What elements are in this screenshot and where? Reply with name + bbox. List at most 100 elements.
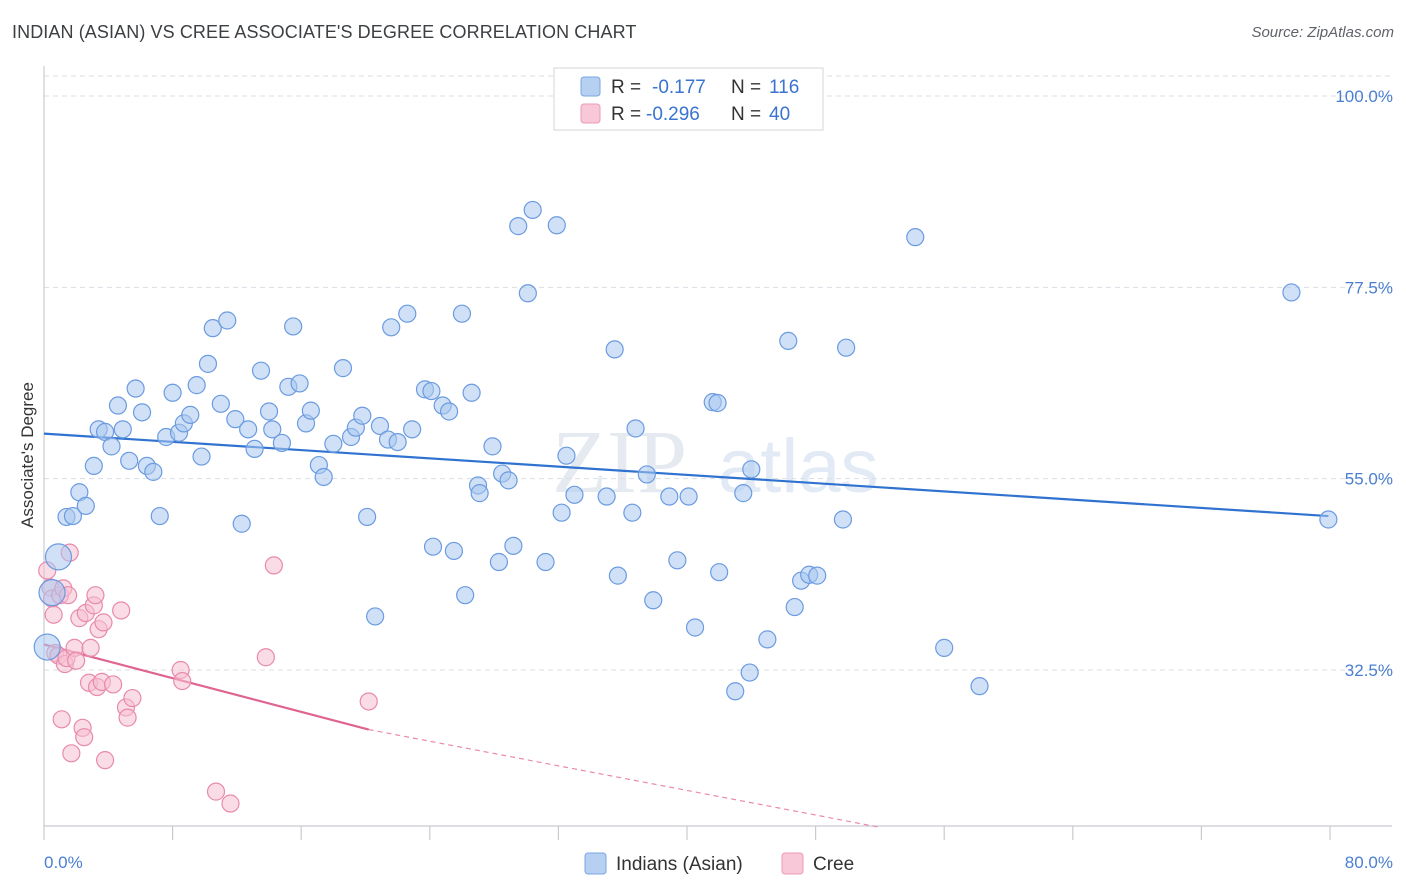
indians-point-14 <box>126 379 145 398</box>
indians-point-82 <box>597 487 616 506</box>
x-tick-label-1: 80.0% <box>1345 853 1393 872</box>
indians-point-57 <box>403 420 422 439</box>
indians-point-26 <box>198 354 218 373</box>
indians-point-24 <box>187 376 206 395</box>
indians-point-39 <box>284 317 303 336</box>
legend-r-value-blue: -0.177 <box>652 77 706 98</box>
cree-point-35 <box>173 671 192 691</box>
legend-n-value-pink: 40 <box>769 104 790 125</box>
legend-indians-label: Indians (Asian) <box>616 854 743 875</box>
indians-point-30 <box>226 410 245 429</box>
legend-series: Indians (Asian) Cree <box>584 852 854 875</box>
cree-point-29 <box>104 675 123 694</box>
indians-point-42 <box>301 401 320 420</box>
indians-point-63 <box>444 541 464 561</box>
indians-point-13 <box>120 451 139 470</box>
indians-point-64 <box>452 304 472 323</box>
indians-point-87 <box>637 465 656 484</box>
indians-point-55 <box>388 433 407 452</box>
indians-point-0 <box>33 633 61 661</box>
indians-point-81 <box>565 485 584 504</box>
indians-point-92 <box>685 618 705 637</box>
indians-point-109 <box>935 638 954 657</box>
indians-point-90 <box>668 551 687 570</box>
indians-point-107 <box>837 338 856 357</box>
indians-point-49 <box>353 406 372 425</box>
indians-point-15 <box>132 403 152 422</box>
legend-r-label-blue: R = <box>611 77 641 98</box>
indians-point-83 <box>605 340 624 359</box>
indians-point-11 <box>108 396 128 415</box>
legend-r-label-pink: R = <box>611 104 641 125</box>
cree-points <box>38 543 378 813</box>
indians-point-4 <box>63 506 83 526</box>
cree-point-38 <box>256 648 275 667</box>
indians-point-106 <box>833 510 853 529</box>
indians-point-66 <box>462 383 481 402</box>
y-tick-label-1: 55.0% <box>1345 470 1393 489</box>
indians-point-62 <box>439 402 459 421</box>
indians-point-91 <box>679 487 698 506</box>
cree-trend-extension <box>368 728 881 828</box>
cree-point-15 <box>67 651 86 670</box>
indians-asian-points <box>33 200 1338 701</box>
y-tick-label-3: 100.0% <box>1335 87 1393 106</box>
indians-point-69 <box>483 437 502 456</box>
indians-point-78 <box>547 216 566 235</box>
indians-point-36 <box>263 420 282 439</box>
cree-point-37 <box>221 794 240 813</box>
legend-r-value-pink: -0.296 <box>646 104 700 125</box>
indians-point-65 <box>456 586 475 605</box>
indians-point-31 <box>232 514 251 533</box>
indians-point-1 <box>38 579 66 607</box>
indians-point-33 <box>245 439 264 459</box>
indians-point-37 <box>272 433 292 453</box>
indians-point-25 <box>192 447 211 466</box>
legend-n-value-blue: 116 <box>769 77 799 98</box>
indians-point-6 <box>76 496 95 515</box>
cree-point-32 <box>118 708 137 727</box>
indians-point-110 <box>970 677 989 696</box>
indians-point-85 <box>623 503 642 522</box>
cree-trend-line <box>43 643 369 731</box>
cree-point-36 <box>206 782 226 801</box>
axes <box>43 66 1392 840</box>
indians-point-68 <box>470 484 489 503</box>
indians-point-32 <box>239 420 258 439</box>
cree-point-33 <box>123 688 142 708</box>
indians-point-94 <box>708 393 727 413</box>
cree-point-40 <box>359 692 378 711</box>
indians-point-60 <box>423 537 443 556</box>
y-tick-label-0: 32.5% <box>1345 661 1393 680</box>
indians-point-97 <box>734 484 753 503</box>
indians-point-46 <box>333 359 353 378</box>
cree-point-30 <box>112 601 131 620</box>
indians-point-12 <box>113 420 132 439</box>
indians-point-40 <box>290 374 309 393</box>
indians-point-79 <box>552 503 571 522</box>
x-tick-label-0: 0.0% <box>44 853 83 872</box>
indians-point-96 <box>726 682 745 701</box>
indians-point-17 <box>144 462 163 481</box>
cree-point-18 <box>75 728 94 747</box>
indians-point-98 <box>740 663 759 682</box>
indians-point-50 <box>358 507 377 527</box>
cree-point-39 <box>264 556 283 575</box>
indians-point-44 <box>314 467 333 487</box>
indians-point-112 <box>1319 510 1338 529</box>
indians-point-28 <box>211 394 230 413</box>
legend-n-label-pink: N = <box>731 104 761 125</box>
cree-point-23 <box>86 586 105 605</box>
indians-point-51 <box>366 607 385 626</box>
indians-point-27 <box>203 319 222 338</box>
indians-point-89 <box>660 487 679 506</box>
indians-point-56 <box>398 304 417 323</box>
indians-point-75 <box>518 284 537 303</box>
indians-point-95 <box>710 563 729 582</box>
indians-point-35 <box>259 402 279 421</box>
indians-point-77 <box>536 552 555 572</box>
indians-point-86 <box>626 419 645 438</box>
source-label: Source: ZipAtlas.com <box>1251 24 1394 41</box>
indians-point-34 <box>251 361 271 380</box>
legend-cree-label: Cree <box>813 854 854 875</box>
